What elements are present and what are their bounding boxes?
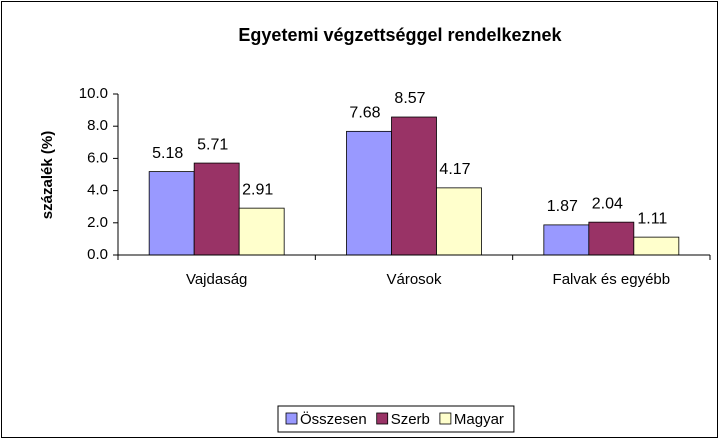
legend-label: Magyar xyxy=(454,411,504,428)
bar xyxy=(148,171,195,256)
legend-label: Szerb xyxy=(391,411,430,428)
bar xyxy=(543,224,590,256)
legend: Összesen Szerb Magyar xyxy=(277,405,515,433)
legend-box xyxy=(277,405,515,433)
data-label: 2.91 xyxy=(242,181,273,198)
legend-swatch xyxy=(285,412,298,425)
data-label: 7.68 xyxy=(349,105,380,122)
legend-label: Összesen xyxy=(300,410,367,428)
chart-title: Egyetemi végzettséggel rendelkeznek xyxy=(238,25,562,45)
y-axis-label: százalék (%) xyxy=(39,131,56,219)
x-tick-label: Városok xyxy=(386,271,442,288)
bar xyxy=(391,116,437,256)
y-tick-label: 10.0 xyxy=(79,85,108,102)
x-tick-label: Falvak és egyébb xyxy=(553,271,671,288)
data-label: 1.11 xyxy=(637,210,667,227)
data-label: 4.17 xyxy=(439,161,470,178)
legend-swatch xyxy=(376,412,389,425)
data-label: 8.57 xyxy=(394,90,425,107)
legend-swatch xyxy=(439,412,452,425)
y-tick-label: 4.0 xyxy=(87,182,108,199)
bar xyxy=(193,162,240,256)
y-tick-label: 2.0 xyxy=(87,214,108,231)
data-label: 5.18 xyxy=(152,145,183,162)
bar xyxy=(633,236,680,256)
bar xyxy=(238,207,285,256)
data-label: 5.71 xyxy=(197,136,228,153)
x-tick-label: Vajdaság xyxy=(186,271,247,288)
data-label: 1.87 xyxy=(547,198,578,215)
bar xyxy=(346,130,392,256)
bar xyxy=(588,221,635,256)
y-tick-label: 8.0 xyxy=(87,117,108,134)
y-tick-label: 0.0 xyxy=(87,246,108,263)
bar xyxy=(436,187,482,256)
data-label: 2.04 xyxy=(592,195,623,212)
y-tick-label: 6.0 xyxy=(87,149,108,166)
